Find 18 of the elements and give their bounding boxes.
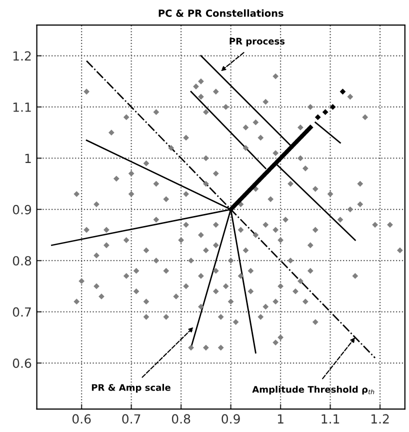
- y-tick-label: 0.8: [12, 256, 32, 266]
- annotation: Amplitude Threshold ρ$_{th}$: [252, 386, 374, 395]
- annotation: PR process: [230, 38, 285, 46]
- annotation: PR & Amp scale: [92, 384, 170, 393]
- x-tick-label: 0.9: [222, 414, 240, 424]
- x-tick-label: 0.8: [172, 414, 190, 424]
- y-tick-label: 0.7: [12, 307, 31, 317]
- y-tick-label: 1.1: [13, 102, 31, 112]
- y-tick-label: 0.6: [12, 358, 32, 368]
- x-tick-label: 1.2: [371, 414, 389, 424]
- y-tick-label: 1: [25, 154, 31, 163]
- x-tick-label: 1.1: [322, 414, 340, 424]
- chart-title: PC & PR Constellations: [158, 9, 284, 17]
- x-tick-label: 1: [278, 414, 284, 424]
- y-tick-label: 1.2: [13, 51, 31, 61]
- x-tick-label: 0.6: [72, 414, 91, 424]
- x-tick-label: 0.7: [122, 414, 140, 424]
- y-tick-label: 0.9: [12, 204, 32, 214]
